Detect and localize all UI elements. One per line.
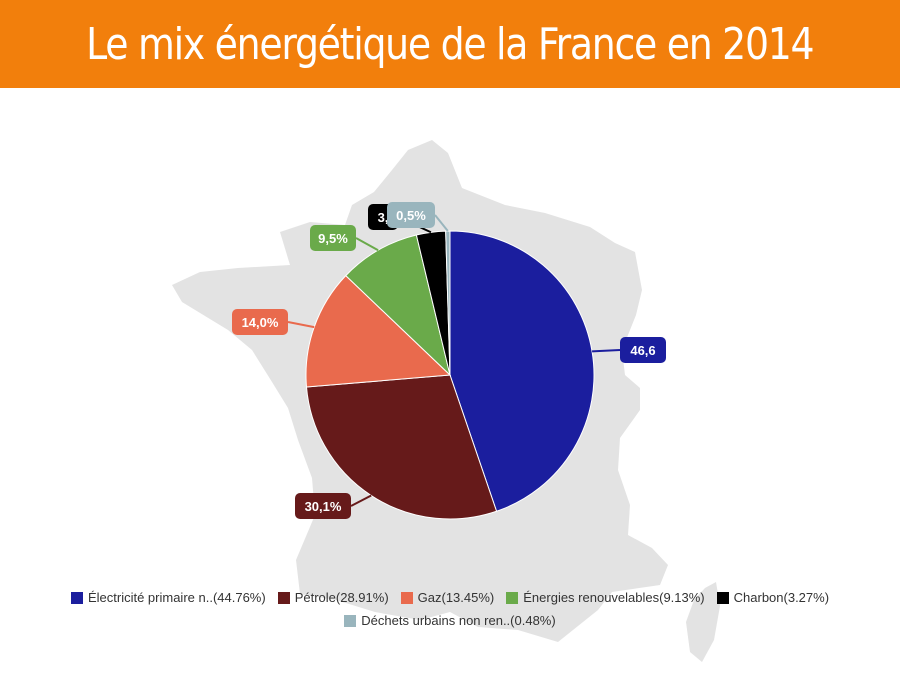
data-label-5: 3, [378,210,389,225]
title-banner: Le mix énergétique de la France en 2014 [0,0,900,88]
legend-swatch [506,591,519,604]
legend-item-renouvelables[interactable]: Énergies renouvelables(9.13%) [506,590,705,605]
legend-label: Électricité primaire n..(44.76%) [87,590,266,605]
legend-item-petrole[interactable]: Pétrole(28.91%) [277,590,389,605]
callout-connector-6 [434,214,449,232]
pie-slice-2[interactable] [305,374,498,520]
data-label-2: 30,1% [305,499,342,514]
chart-title: Le mix énergétique de la France en 2014 [86,18,814,70]
legend-label: Énergies renouvelables(9.13%) [523,590,705,605]
legend-item-dechets[interactable]: Déchets urbains non ren..(0.48%) [344,613,556,628]
legend-item-gaz[interactable]: Gaz(13.45%) [400,590,495,605]
callout-connector-2 [350,494,372,507]
pie-slice-1[interactable] [449,230,595,512]
legend-swatch [277,591,290,604]
data-label-box-4 [310,225,356,251]
callout-connector-1 [592,349,621,353]
legend-label: Déchets urbains non ren..(0.48%) [361,613,556,628]
legend-swatch [70,591,83,604]
corsica-background [686,582,720,662]
legend-swatch [344,614,357,627]
callout-connector-4 [355,237,379,252]
pie-chart: 46,6 30,1% 14,0% 9,5% 3, 0,5% [172,140,720,662]
legend-label: Pétrole(28.91%) [294,590,389,605]
pie-slice-3[interactable] [305,274,452,388]
legend-label: Charbon(3.27%) [733,590,830,605]
data-label-1: 46,6 [630,343,655,358]
pie-slice-4[interactable] [345,234,451,377]
legend-swatch [400,591,413,604]
data-label-box-3 [232,309,288,335]
legend-label: Gaz(13.45%) [417,590,495,605]
data-label-3: 14,0% [242,315,279,330]
callout-connector-3 [287,321,315,329]
data-label-4: 9,5% [318,231,348,246]
data-label-box-6 [387,202,435,228]
legend-swatch [716,591,729,604]
legend-item-charbon[interactable]: Charbon(3.27%) [716,590,830,605]
chart-legend: Électricité primaire n..(44.76%) Pétrole… [0,590,900,636]
data-label-box-2 [295,493,351,519]
legend-item-electricite[interactable]: Électricité primaire n..(44.76%) [70,590,266,605]
data-label-6: 0,5% [396,208,426,223]
data-label-box-1 [620,337,666,363]
